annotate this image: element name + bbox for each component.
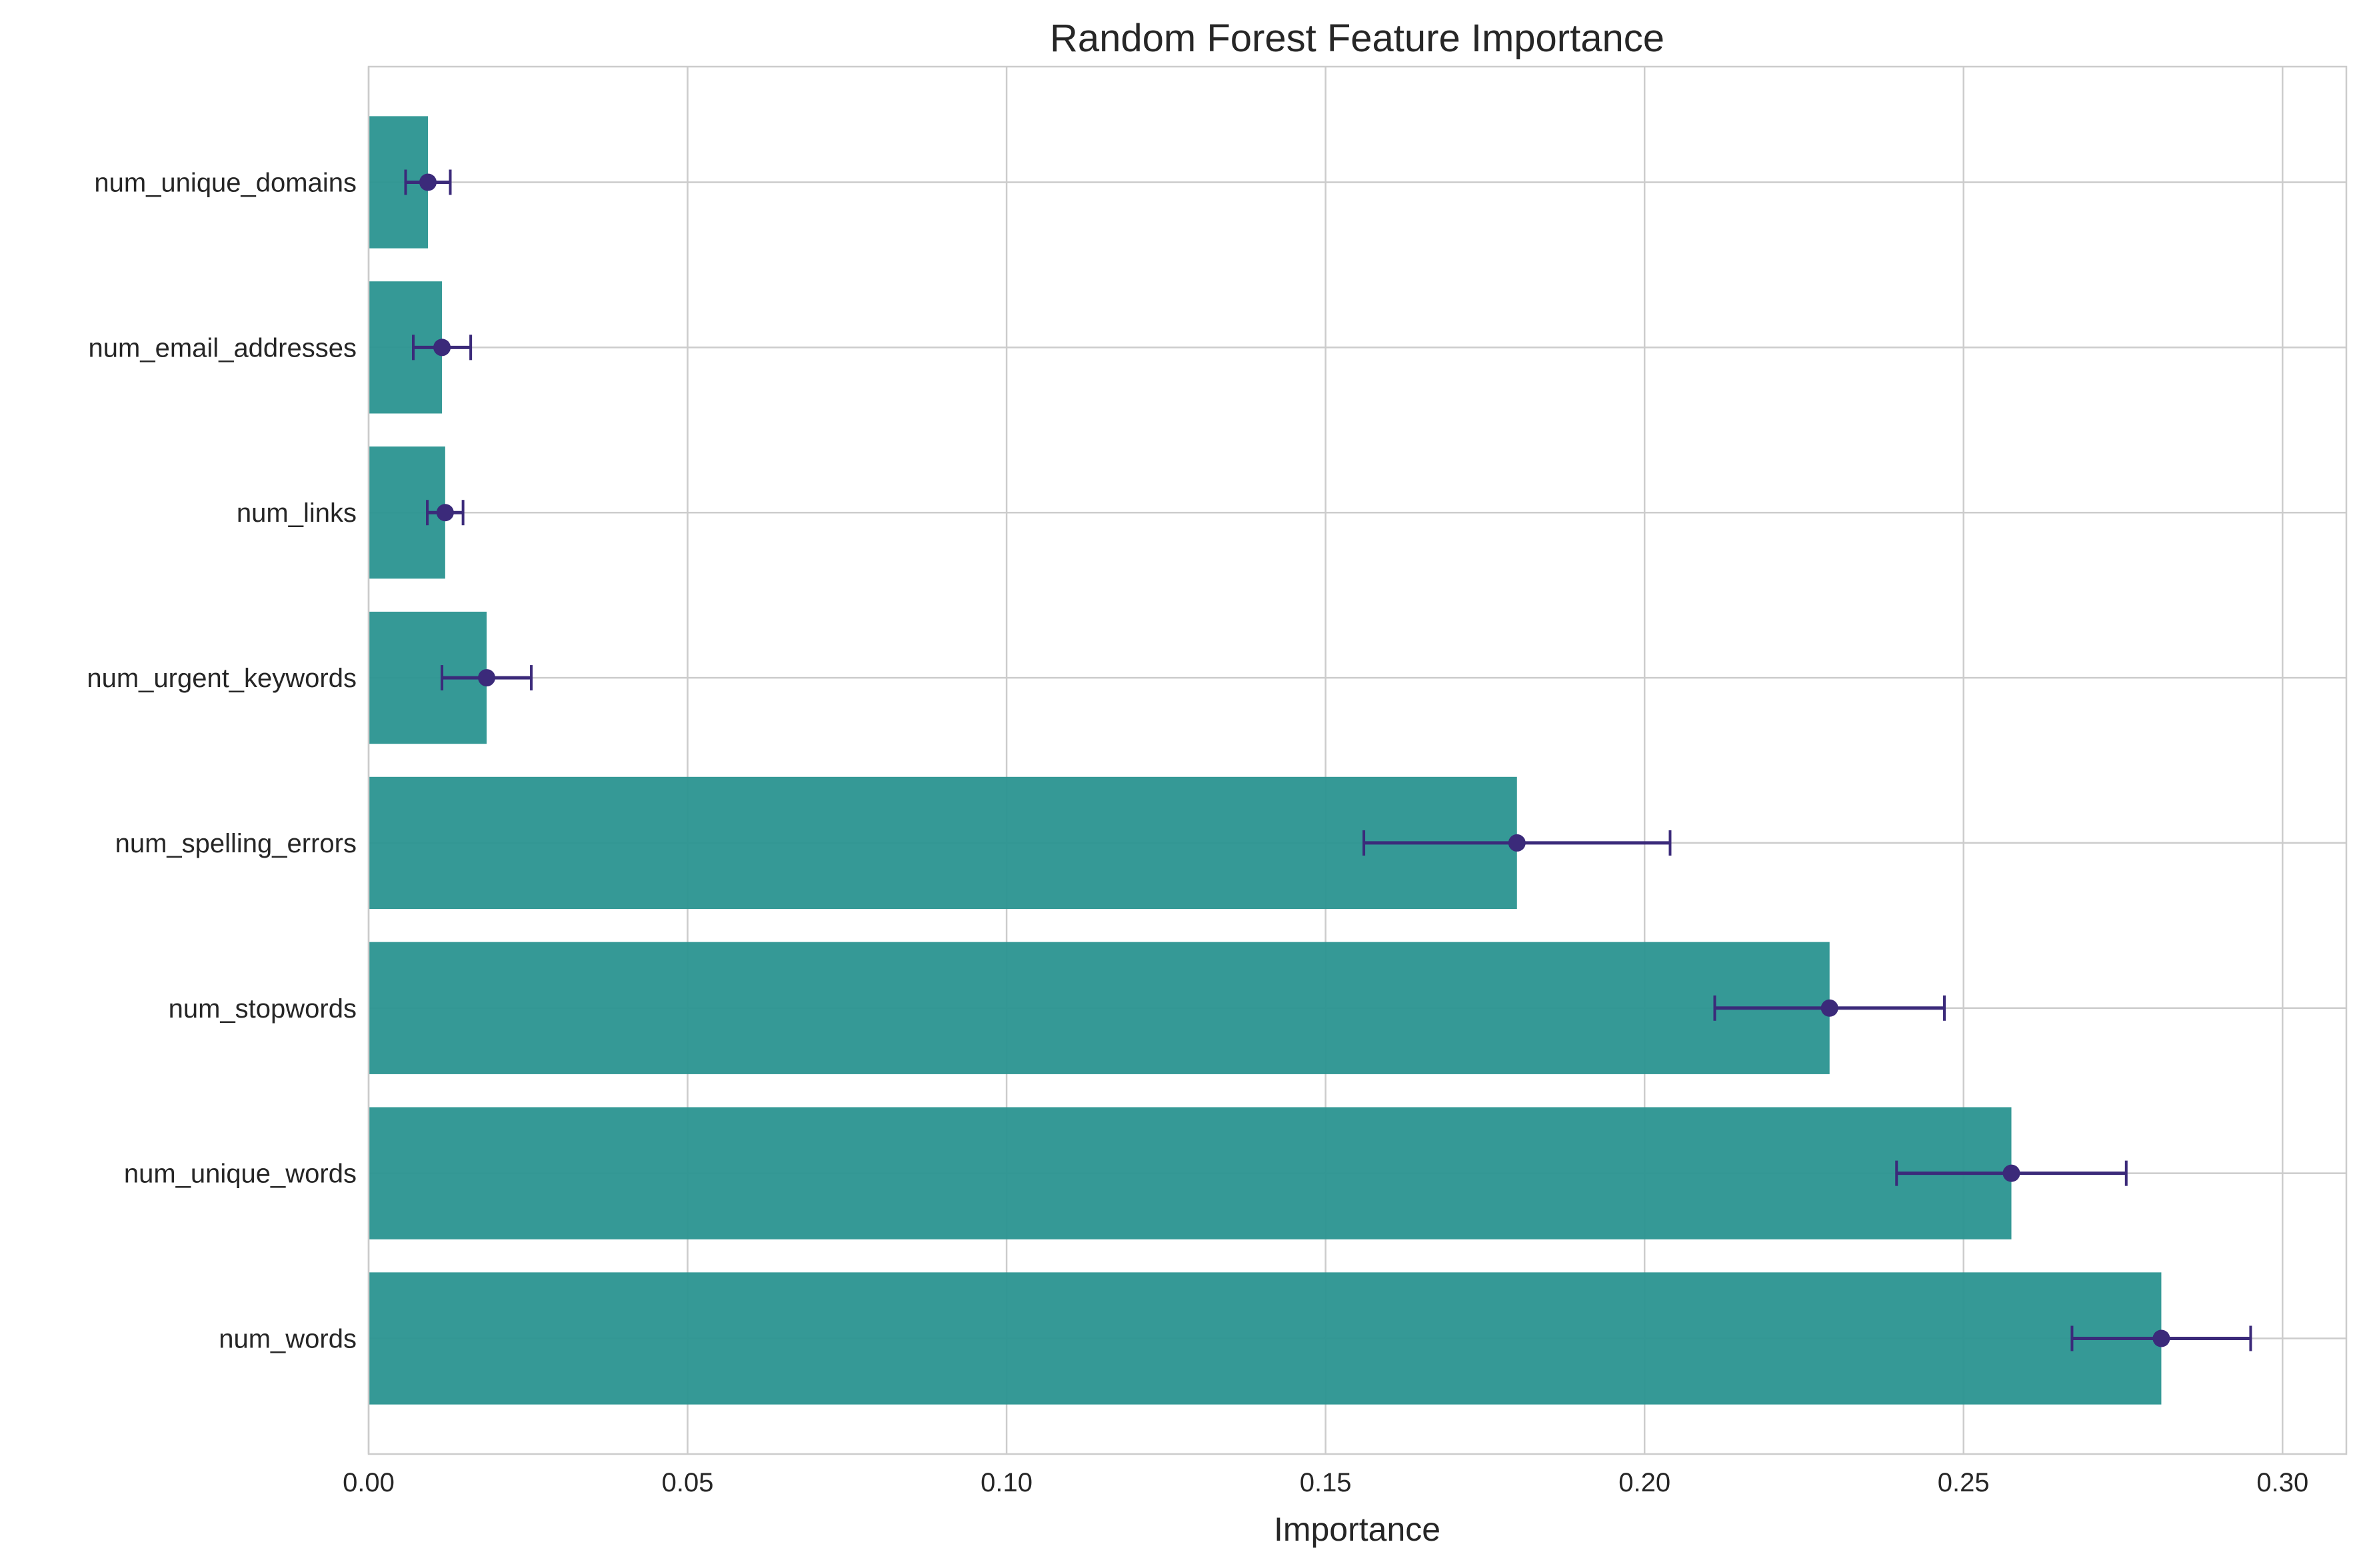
bar-layer — [369, 116, 2162, 1405]
x-tick-label: 0.05 — [662, 1468, 714, 1497]
point-marker-num_unique_words — [2002, 1164, 2020, 1182]
x-tick-label: 0.20 — [1618, 1468, 1670, 1497]
chart-title: Random Forest Feature Importance — [1050, 17, 1664, 60]
x-tick-label: 0.25 — [1938, 1468, 1990, 1497]
x-axis-title: Importance — [1274, 1511, 1440, 1548]
y-tick-label: num_urgent_keywords — [87, 664, 357, 693]
point-marker-num_email_addresses — [433, 339, 451, 357]
y-tick-label: num_stopwords — [169, 994, 357, 1024]
point-marker-num_unique_domains — [419, 173, 437, 191]
y-tick-label: num_links — [237, 498, 357, 528]
point-marker-num_stopwords — [1820, 999, 1838, 1017]
x-tick-label: 0.00 — [343, 1468, 395, 1497]
bar-num_spelling_errors — [369, 776, 1517, 910]
y-tick-labels: num_words num_unique_words num_stopwords nu… — [87, 169, 357, 1354]
y-tick-label: num_unique_words — [124, 1160, 357, 1189]
y-tick-label: num_words — [219, 1325, 357, 1354]
point-marker-num_words — [2152, 1329, 2170, 1347]
error-layer — [404, 169, 2252, 1351]
y-tick-label: num_email_addresses — [89, 333, 357, 363]
grid-layer — [367, 67, 2346, 1454]
x-tick-label: 0.30 — [2256, 1468, 2308, 1497]
point-marker-num_urgent_keywords — [478, 669, 496, 687]
point-marker-num_links — [436, 504, 454, 522]
bar-num_stopwords — [369, 942, 1830, 1074]
y-tick-label: num_unique_domains — [94, 169, 357, 198]
bar-num_unique_words — [369, 1107, 2012, 1239]
x-tick-labels: 0.00 0.05 0.10 0.15 0.20 0.25 0.30 — [343, 1468, 2308, 1497]
plot-frame — [367, 65, 2348, 1455]
point-marker-num_spelling_errors — [1508, 834, 1526, 852]
y-tick-label: num_spelling_errors — [115, 829, 357, 858]
x-tick-label: 0.10 — [981, 1468, 1033, 1497]
x-tick-label: 0.15 — [1300, 1468, 1352, 1497]
bar-num_words — [369, 1272, 2162, 1405]
